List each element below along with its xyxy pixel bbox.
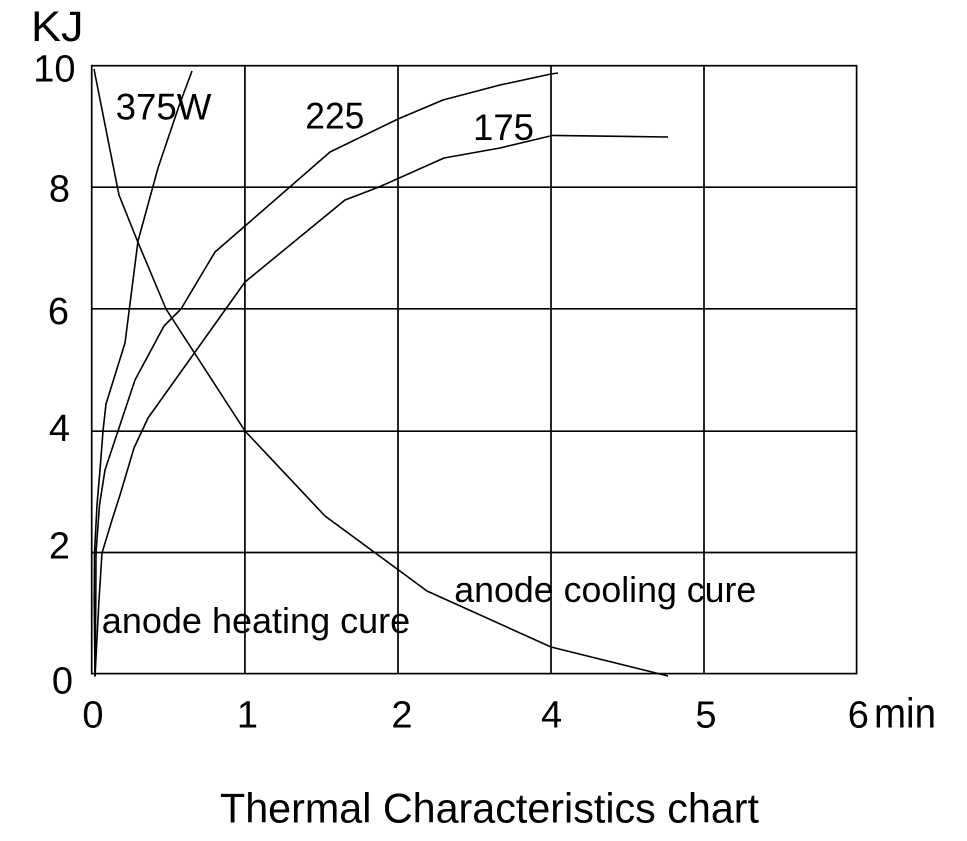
- svg-text:375W: 375W: [116, 85, 212, 127]
- svg-text:anode heating cure: anode heating cure: [102, 600, 410, 641]
- svg-text:0: 0: [52, 661, 73, 703]
- svg-text:8: 8: [49, 169, 70, 211]
- svg-text:2: 2: [49, 526, 70, 568]
- svg-text:1: 1: [237, 695, 258, 737]
- svg-text:4: 4: [49, 408, 70, 450]
- svg-text:Thermal Characteristics chart: Thermal Characteristics chart: [220, 785, 759, 832]
- svg-text:10: 10: [33, 49, 75, 91]
- svg-text:0: 0: [82, 695, 103, 737]
- svg-text:min: min: [874, 690, 936, 737]
- svg-text:6: 6: [48, 291, 69, 333]
- svg-text:6: 6: [848, 695, 869, 737]
- svg-text:anode cooling cure: anode cooling cure: [454, 569, 756, 610]
- svg-text:KJ: KJ: [31, 3, 84, 51]
- svg-text:4: 4: [541, 695, 562, 737]
- svg-text:2: 2: [391, 695, 412, 737]
- svg-text:225: 225: [305, 95, 364, 137]
- svg-text:5: 5: [695, 695, 716, 737]
- svg-text:175: 175: [473, 106, 534, 148]
